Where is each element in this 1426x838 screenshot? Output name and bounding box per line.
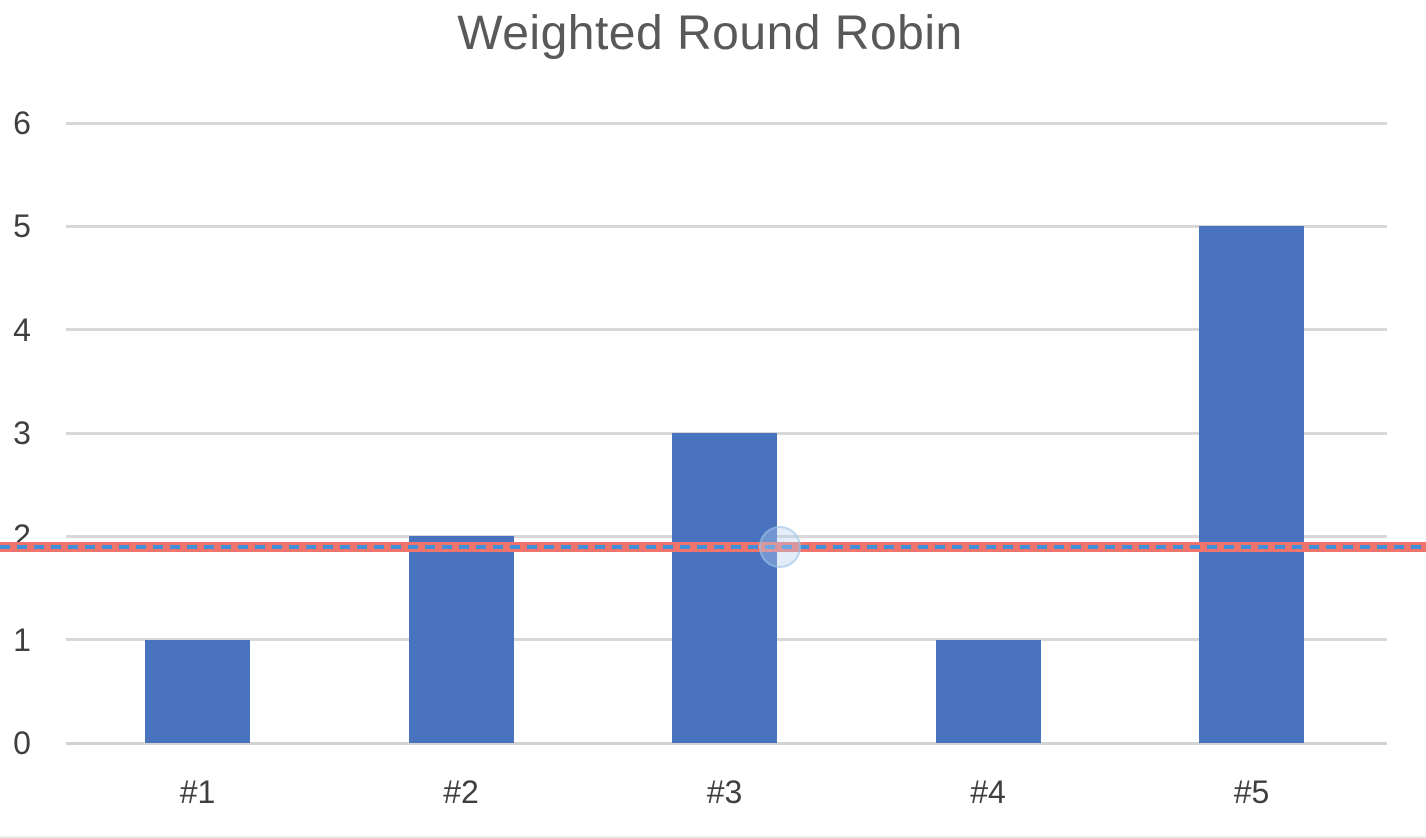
x-axis-category-label: #5	[1233, 774, 1270, 810]
bottom-edge-divider	[0, 836, 1426, 838]
x-axis-category-label: #1	[179, 774, 216, 810]
gridline-y0	[66, 741, 1387, 745]
bar-1	[145, 639, 250, 743]
x-axis-category-label: #2	[443, 774, 479, 810]
y-axis-tick-label: 0	[13, 725, 31, 761]
x-axis-category-label: #3	[706, 774, 743, 810]
reference-line-dashes	[0, 544, 1426, 549]
bar-5	[1199, 226, 1304, 743]
cursor-halo	[759, 525, 801, 568]
chart-title: Weighted Round Robin	[457, 7, 963, 60]
bar-3	[672, 433, 777, 743]
reference-line	[0, 541, 1426, 552]
y-axis-tick-label: 5	[13, 208, 31, 245]
gridline-y6	[66, 121, 1387, 125]
gridline-y5	[66, 224, 1387, 228]
gridline-y4	[66, 328, 1387, 332]
y-axis-tick-label: 3	[13, 415, 31, 451]
bar-4	[935, 639, 1041, 743]
y-axis-tick-label: 6	[13, 105, 31, 141]
x-axis-category-label: #4	[970, 774, 1006, 810]
y-axis-tick-label: 1	[13, 621, 31, 658]
bar-2	[408, 536, 514, 743]
y-axis-tick-label: 4	[13, 311, 31, 348]
